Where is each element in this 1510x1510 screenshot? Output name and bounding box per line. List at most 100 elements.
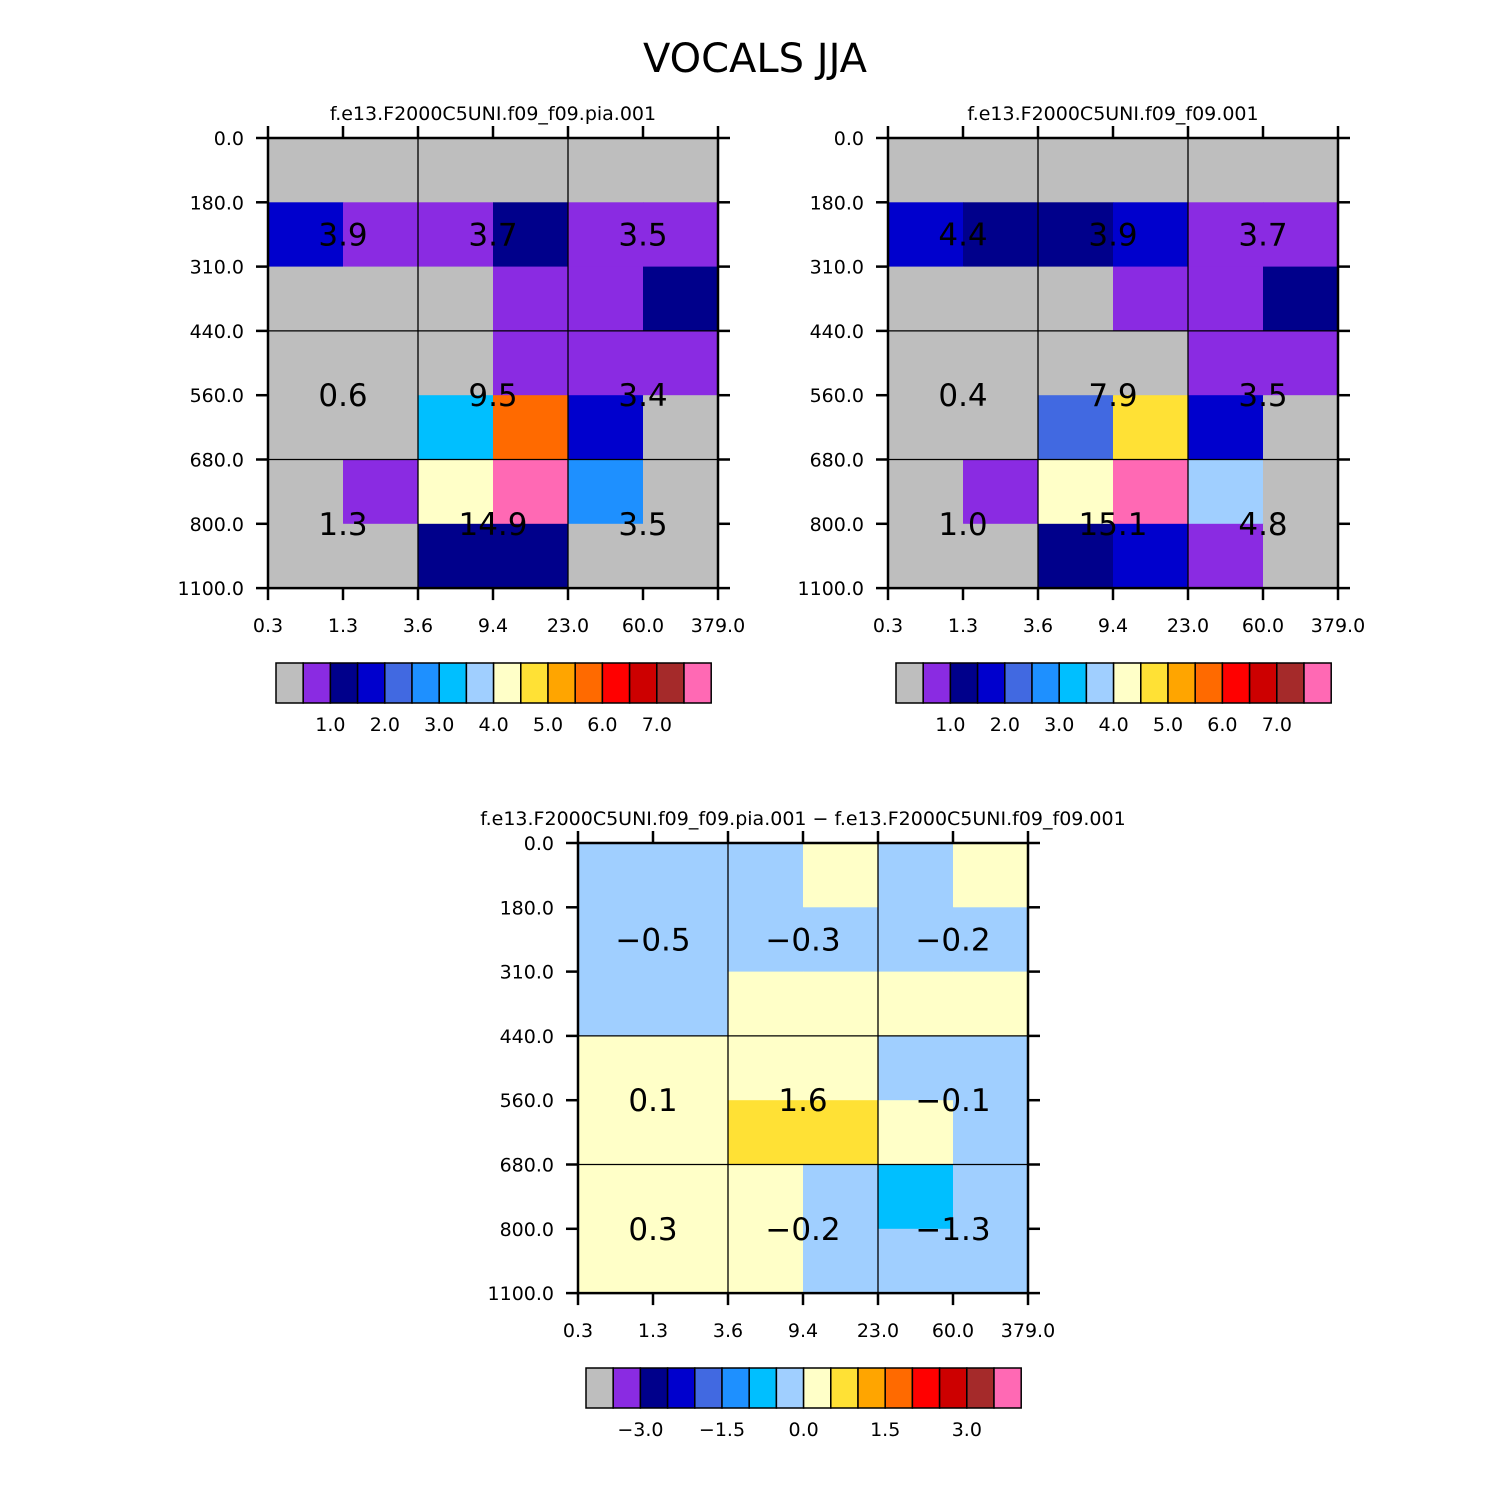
p2-cell xyxy=(1188,459,1264,525)
p1-colorbar-swatch xyxy=(329,662,359,704)
p1-colorbar-swatch xyxy=(683,662,712,704)
p3-cell xyxy=(953,1228,1029,1294)
p3-cell xyxy=(578,971,654,1037)
p1-cell xyxy=(568,459,644,525)
p1-x-tick-label: 0.3 xyxy=(253,615,283,637)
p1-y-tick-label: 440.0 xyxy=(190,321,244,343)
p2-colorbar-swatch xyxy=(1303,662,1332,704)
p2-annotation: 3.9 xyxy=(1088,217,1137,253)
p1-colorbar-swatch xyxy=(275,662,304,704)
p2-cell xyxy=(963,202,1039,268)
p2-colorbar-swatch xyxy=(1140,662,1169,704)
p1-annotation: 3.7 xyxy=(468,217,517,253)
p2-annotation: 7.9 xyxy=(1088,378,1137,414)
p1-colorbar-swatch xyxy=(356,662,386,704)
p1-colorbar-swatch xyxy=(574,662,604,704)
p3-cell xyxy=(653,1100,729,1165)
p3-cell xyxy=(878,907,954,973)
p1-x-tick-label: 1.3 xyxy=(328,615,358,637)
p3-cell xyxy=(653,971,729,1037)
p2-cell xyxy=(1113,330,1189,396)
p1-cell xyxy=(493,330,569,396)
p1-annotation: 3.5 xyxy=(618,217,667,253)
p3-cell xyxy=(728,1100,804,1165)
p3-colorbar-swatch xyxy=(993,1367,1022,1409)
p3-x-tick-label: 1.3 xyxy=(638,1320,668,1342)
p1-colorbar-label: 4.0 xyxy=(478,714,508,736)
p1-annotation: 3.5 xyxy=(618,507,667,543)
p3-colorbar-swatch xyxy=(748,1367,778,1409)
p2-cell xyxy=(888,395,964,460)
p2-cell xyxy=(963,395,1039,460)
p2-y-tick-label: 560.0 xyxy=(810,385,864,407)
p1-annotation: 0.6 xyxy=(318,378,367,414)
p1-cell xyxy=(343,330,419,396)
p3-y-tick-label: 0.0 xyxy=(524,833,554,855)
p3-colorbar-swatch xyxy=(775,1367,805,1409)
p1-colorbar-label: 2.0 xyxy=(370,714,400,736)
p2-cell xyxy=(1038,266,1114,332)
p3-cell xyxy=(578,1100,654,1165)
p2-y-tick-label: 0.0 xyxy=(834,128,864,150)
p1-colorbar-swatch xyxy=(438,662,468,704)
p3-cell xyxy=(953,1035,1029,1101)
p3-colorbar-label: 1.5 xyxy=(870,1419,900,1441)
p2-x-tick-label: 3.6 xyxy=(1023,615,1053,637)
p1-annotation: 9.5 xyxy=(468,378,517,414)
p1-panel: f.e13.F2000C5UNI.f09_f09.pia.001 0.0 180.0… xyxy=(178,103,746,736)
p2-x-tick-label: 23.0 xyxy=(1167,615,1209,637)
p1-cell xyxy=(268,202,344,268)
p2-cell xyxy=(1038,138,1114,203)
p3-colorbar-label: 3.0 xyxy=(952,1419,982,1441)
p3-colorbar-swatch xyxy=(666,1367,696,1409)
p2-cell xyxy=(888,138,964,203)
p3-cell xyxy=(578,1035,654,1101)
p3-x-tick-label: 379.0 xyxy=(1001,1320,1055,1342)
p1-x-tick-label: 3.6 xyxy=(403,615,433,637)
p3-y-tick-label: 180.0 xyxy=(500,897,554,919)
p1-colorbar-label: 7.0 xyxy=(642,714,672,736)
p2-cell xyxy=(963,459,1039,525)
p3-annotation: −1.3 xyxy=(915,1212,990,1248)
p1-cell xyxy=(268,138,344,203)
p2-cell xyxy=(963,523,1039,589)
p1-cell xyxy=(643,523,719,589)
p2-y-tick-label: 680.0 xyxy=(810,450,864,472)
p1-y-tick-label: 310.0 xyxy=(190,257,244,279)
p2-annotation: 3.5 xyxy=(1238,378,1287,414)
p3-colorbar-swatch xyxy=(938,1367,968,1409)
p3-cell xyxy=(878,1164,954,1230)
p3-cell xyxy=(878,1035,954,1101)
p2-cell xyxy=(1188,330,1264,396)
p2-title: f.e13.F2000C5UNI.f09_f09.001 xyxy=(967,103,1258,125)
p3-y-tick-label: 800.0 xyxy=(500,1219,554,1241)
p2-cell xyxy=(1113,266,1189,332)
p1-y-tick-label: 680.0 xyxy=(190,450,244,472)
p3-cell xyxy=(653,1164,729,1230)
p3-x-tick-label: 23.0 xyxy=(857,1320,899,1342)
p3-cell xyxy=(953,1164,1029,1230)
p2-colorbar-label: 1.0 xyxy=(935,714,965,736)
p2-cell xyxy=(1113,202,1189,268)
p1-cell xyxy=(343,202,419,268)
p3-colorbar-swatch xyxy=(639,1367,669,1409)
p1-cell xyxy=(268,330,344,396)
p1-y-tick-label: 180.0 xyxy=(190,192,244,214)
p1-y-tick-label: 800.0 xyxy=(190,514,244,536)
p1-cell xyxy=(568,266,644,332)
p3-cell xyxy=(878,1100,954,1165)
p2-x-tick-label: 1.3 xyxy=(948,615,978,637)
p2-annotation: 4.8 xyxy=(1238,507,1287,543)
p2-colorbar-swatch xyxy=(1058,662,1088,704)
p2-colorbar-swatch xyxy=(1085,662,1115,704)
p1-colorbar-swatch xyxy=(411,662,440,704)
p3-cell xyxy=(653,1035,729,1101)
p2-cell xyxy=(1263,266,1339,332)
p3-cell xyxy=(653,907,729,973)
p2-colorbar-label: 3.0 xyxy=(1044,714,1074,736)
p1-x-tick-label: 9.4 xyxy=(478,615,508,637)
p1-cell xyxy=(418,138,494,203)
p2-cell xyxy=(888,266,964,332)
p2-annotation: 3.7 xyxy=(1238,217,1287,253)
p3-cell xyxy=(728,1228,804,1294)
